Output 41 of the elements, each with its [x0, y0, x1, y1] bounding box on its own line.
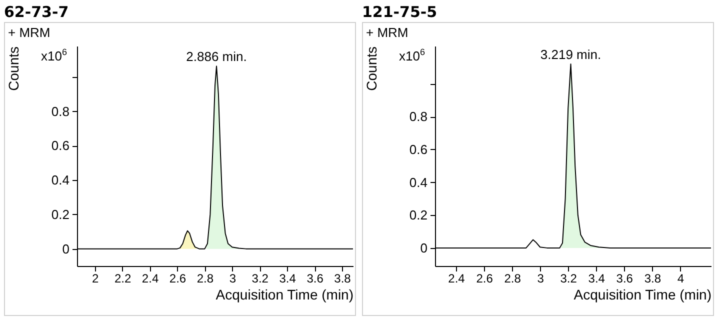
y-tick-label: 0.2: [51, 206, 70, 222]
x-tick-label: 3.2: [560, 272, 578, 286]
y-tick-label: 0.2: [409, 208, 428, 223]
y-tick-label: 0: [420, 240, 428, 256]
chart-title: 62-73-7: [4, 2, 70, 22]
x-tick-label: 2.8: [196, 272, 214, 286]
x-tick-label: 2: [92, 272, 100, 286]
x-tick-label: 3.8: [334, 272, 352, 286]
x-tick-label: 3.4: [588, 272, 606, 286]
x-tick-label: 3: [537, 272, 544, 286]
y-axis-title: Counts: [6, 46, 22, 91]
y-tick-label: 0.4: [409, 174, 428, 190]
chart-title: 121-75-5: [362, 2, 438, 22]
x-tick-label: 3.4: [279, 272, 296, 286]
x-axis-title: Acquisition Time (min): [216, 286, 354, 302]
x-tick-label: 2.6: [169, 272, 186, 286]
x-tick-label: 2.4: [448, 272, 466, 286]
text: x10$^{6}$: [41, 47, 67, 64]
y-axis-title: Counts: [364, 46, 380, 91]
x-tick-label: 3.6: [616, 272, 634, 286]
text: x10$^{6}$: [399, 47, 425, 64]
x-tick-label: 2.6: [476, 272, 494, 286]
x-tick-label: 3.6: [306, 272, 324, 286]
x-tick-label: 3.2: [252, 272, 269, 286]
y-tick-label: 0: [62, 241, 70, 256]
x-tick-label: 2.2: [114, 272, 132, 286]
y-tick-label: 0.8: [51, 104, 70, 119]
text: + MRM: [8, 25, 50, 40]
y-tick-label: 0.4: [51, 172, 70, 188]
annotation: 3.219 min.: [540, 47, 602, 62]
x-tick-label: 2.4: [142, 272, 159, 286]
x-axis-title: Acquisition Time (min): [574, 286, 712, 302]
text: + MRM: [366, 25, 408, 40]
y-tick-label: 0.6: [409, 142, 428, 157]
annotation: 2.886 min.: [186, 49, 247, 64]
x-tick-label: 2.8: [504, 272, 522, 286]
x-tick-label: 3.8: [644, 272, 662, 286]
y-tick-label: 0.6: [51, 138, 70, 154]
x-tick-label: 4: [677, 272, 684, 286]
x-tick-label: 3: [229, 272, 236, 286]
y-tick-label: 0.8: [409, 109, 428, 124]
